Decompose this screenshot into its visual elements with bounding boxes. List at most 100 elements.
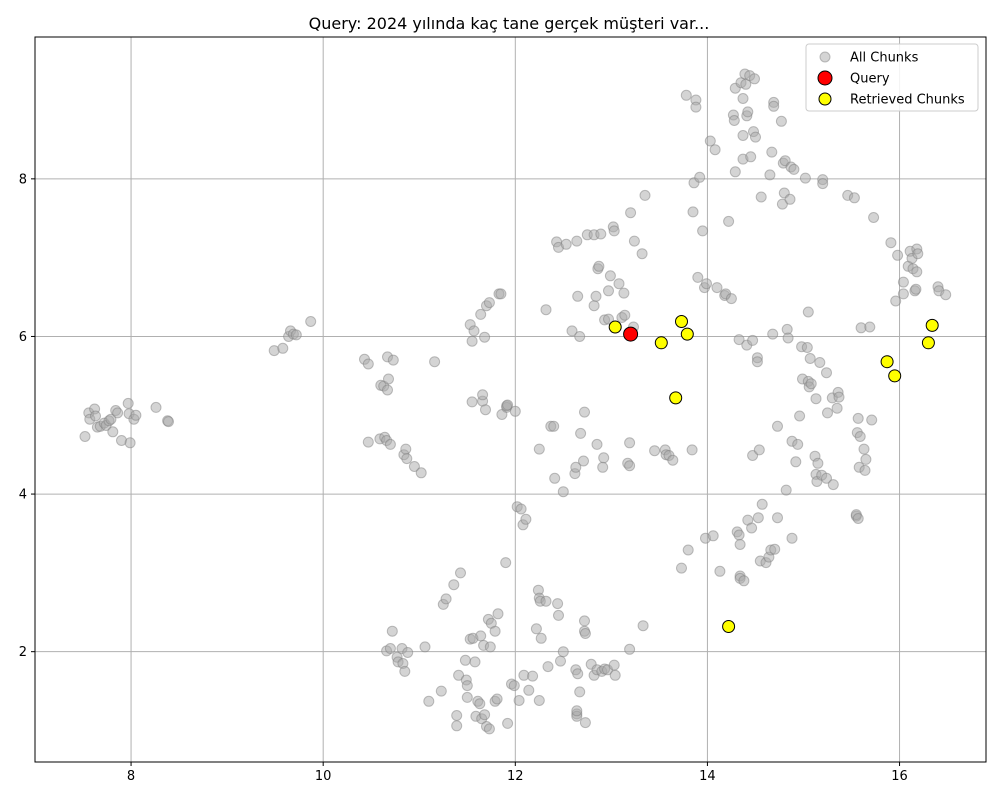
all-chunks-point [469,656,481,668]
all-chunks-point [492,608,504,620]
legend-marker-retrieved-chunks [818,92,832,106]
all-chunks-point [362,436,374,448]
all-chunks-point [940,289,952,301]
y-tick-label: 4 [19,488,27,503]
all-chunks-point [680,89,692,101]
all-chunks-point [466,335,478,347]
all-chunks-point [768,100,780,112]
all-chunks-point [725,293,737,305]
all-chunks-point [515,503,527,515]
legend-label-query: Query [850,72,890,87]
all-chunks-point [792,438,804,450]
all-chunks-point [814,357,826,368]
legend-marker-query [817,70,833,86]
retrieved-chunk-point [925,318,939,332]
all-chunks-point [624,437,636,449]
all-chunks-point [831,402,843,414]
all-chunks-point [728,115,740,126]
all-chunks-point [692,271,704,283]
all-chunks-point [523,684,535,696]
all-chunks-point [290,329,302,341]
all-chunks-point [382,384,393,396]
all-chunks-point [591,438,603,450]
all-chunks-point [572,290,584,302]
all-chunks-point [690,101,702,113]
all-chunks-point [579,406,590,418]
all-chunks-point [890,295,902,307]
all-chunks-point [459,654,471,666]
all-chunks-point [734,539,746,550]
all-chunks-point [780,484,792,496]
y-tick-label: 8 [19,172,27,187]
all-chunks-point [533,443,545,455]
all-chunks-point [608,225,620,237]
all-chunks-point [560,238,572,250]
retrieved-chunk-point [654,336,668,350]
all-chunks-point [527,670,539,682]
all-chunks-point [112,407,124,419]
all-chunks-point [593,260,605,272]
all-chunks-point [852,412,864,424]
all-chunks-point [419,641,431,653]
all-chunks-point [804,353,816,364]
all-chunks-point [489,625,501,637]
all-chunks-point [746,522,758,534]
all-chunks-point [733,334,745,346]
all-chunks-point [742,106,754,118]
all-chunks-point [822,407,833,419]
all-chunks-point [608,659,620,671]
all-chunks-point [697,225,709,237]
all-chunks-point [557,486,569,498]
all-chunks-point [597,461,609,473]
retrieved-chunk-point [675,315,688,328]
all-chunks-point [854,431,866,442]
all-chunks-point [676,562,687,574]
all-chunks-point [579,615,590,627]
all-chunks-point [150,401,162,413]
all-chunks-point [687,206,699,218]
y-tick-label: 2 [19,645,27,660]
all-chunks-point [609,669,621,681]
all-chunks-point [435,685,447,697]
all-chunks-point [767,328,779,340]
all-chunks-point [649,445,661,457]
all-chunks-point [401,453,413,465]
all-chunks-point [423,695,435,707]
all-chunks-point [383,373,394,385]
all-chunks-point [737,93,749,104]
all-chunks-point [682,544,694,556]
all-chunks-point [613,278,625,290]
all-chunks-point [122,397,134,409]
all-chunks-point [461,680,473,692]
all-chunks-point [707,530,719,542]
all-chunks-point [694,171,706,183]
all-chunks-point [530,623,542,635]
all-chunks-point [885,237,897,249]
all-chunks-point [575,427,587,439]
all-chunks-point [566,325,578,337]
all-chunks-point [415,467,427,479]
all-chunks-point [491,693,503,705]
all-chunks-point [912,248,924,260]
all-chunks-point [619,309,631,321]
y-tick-label: 6 [19,330,27,345]
all-chunks-point [868,212,880,223]
all-chunks-point [821,367,832,379]
all-chunks-point [440,593,452,605]
all-chunks-point [466,396,478,408]
all-chunks-point [574,331,586,342]
all-chunks-point [752,512,764,524]
all-chunks-point [636,248,648,260]
all-chunks-point [639,189,651,201]
all-chunks-point [107,426,119,438]
all-chunks-point [475,308,487,320]
all-chunks-point [548,420,560,432]
all-chunks-point [637,620,649,632]
all-chunks-point [508,680,520,692]
all-chunks-point [500,557,512,569]
all-chunks-point [520,513,532,525]
all-chunks-point [579,717,591,729]
all-chunks-point [552,598,564,610]
all-chunks-point [766,146,778,158]
